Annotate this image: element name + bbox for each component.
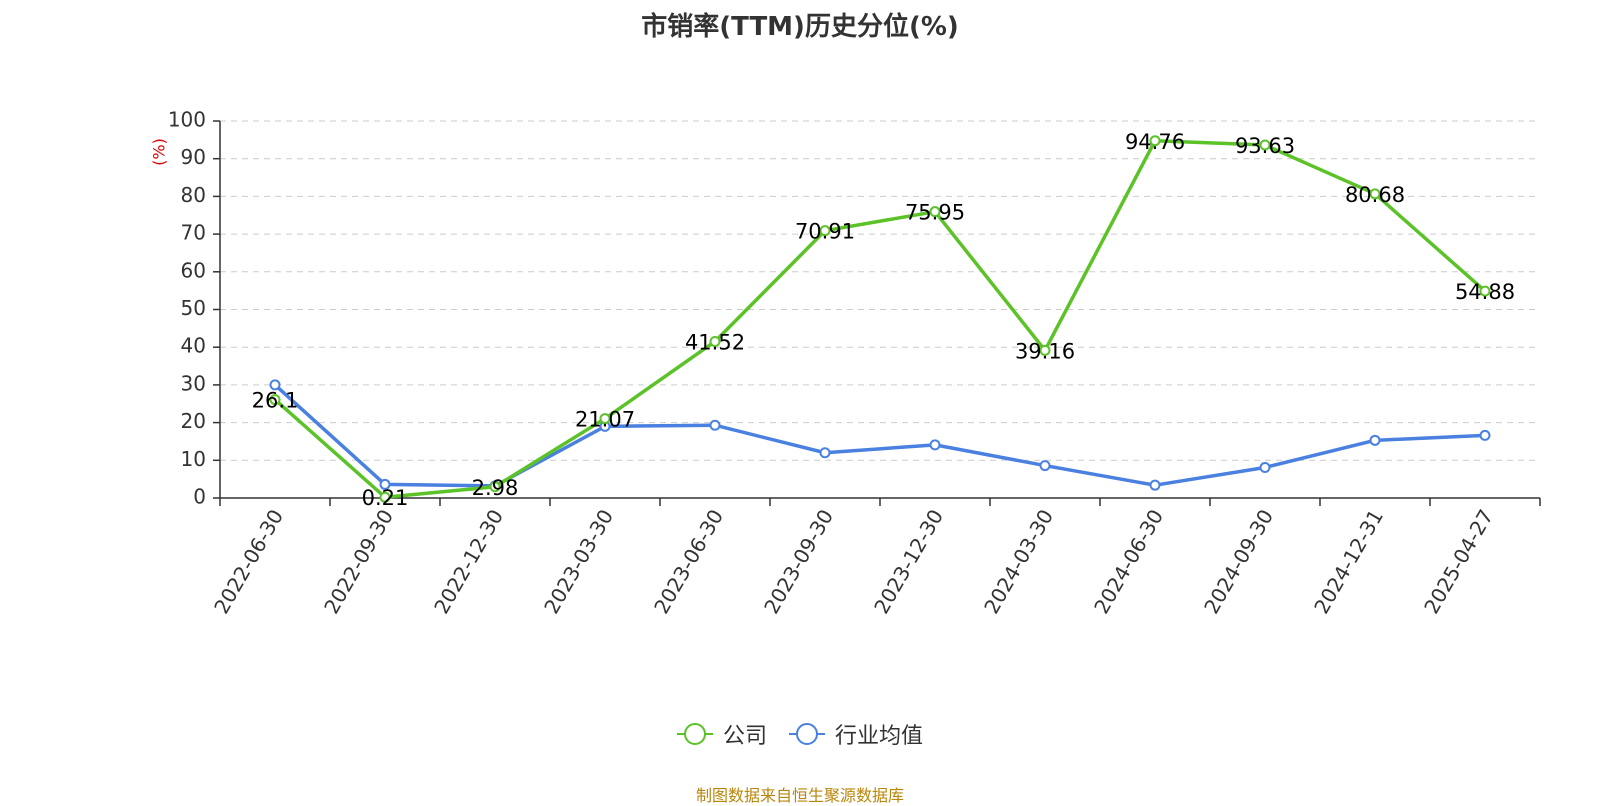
data-point (1369, 188, 1381, 200)
y-tick-label: 80 (181, 183, 206, 207)
data-point (1259, 461, 1271, 473)
data-label: 41.52 (685, 330, 745, 354)
y-tick-label: 50 (181, 296, 206, 320)
data-point (269, 379, 281, 391)
data-point (489, 481, 501, 493)
data-label: 39.16 (1015, 339, 1075, 363)
y-tick-label: 10 (181, 447, 206, 471)
data-point (599, 413, 611, 425)
data-label: 94.76 (1125, 130, 1185, 154)
x-tick-label: 2023-09-30 (759, 505, 838, 618)
x-tick-label: 2024-09-30 (1199, 505, 1278, 618)
data-point (1479, 285, 1491, 297)
y-tick-label: 100 (168, 108, 206, 132)
series-line (273, 139, 1487, 499)
x-tick-label: 2022-12-30 (429, 505, 508, 618)
series-line (273, 383, 1486, 488)
data-point (819, 447, 831, 459)
x-tick-label: 2024-03-30 (979, 505, 1058, 618)
data-point (709, 419, 721, 431)
data-source-note: 制图数据来自恒生聚源数据库 (695, 786, 904, 805)
data-point (929, 206, 941, 218)
x-tick-label: 2024-06-30 (1089, 505, 1168, 618)
x-tick-labels: 2022-06-30 2022-09-30 2022-12-30 2023-03-30… (209, 505, 1498, 618)
data-point (1259, 139, 1271, 151)
data-label: 75.95 (905, 201, 965, 225)
data-point (1369, 434, 1381, 446)
y-tick-label: 70 (181, 221, 206, 245)
data-label: 26.1 (252, 389, 299, 413)
chart-title: 市销率(TTM)历史分位(%) (641, 12, 959, 42)
data-label: 54.88 (1455, 280, 1515, 304)
y-tick-label: 90 (181, 145, 206, 169)
data-point (1039, 460, 1051, 472)
data-point (929, 439, 941, 451)
data-point (709, 335, 721, 347)
data-label: 70.91 (795, 220, 855, 244)
y-tick-label: 40 (181, 334, 206, 358)
data-point (1479, 429, 1491, 441)
legend-label-company: 公司 (722, 724, 767, 749)
axes (213, 120, 1541, 506)
legend-item-industry-average[interactable]: 行业均值 (789, 718, 923, 750)
data-labels: 26.1 0.21 2.98 21.07 41.52 70.91 75.95 39.16 94.… (252, 130, 1515, 510)
data-label: 2.98 (472, 476, 519, 500)
x-tick-label: 2023-12-30 (869, 505, 948, 618)
data-label: 93.63 (1235, 134, 1295, 158)
data-point (1039, 344, 1051, 356)
legend: 公司 行业均值 (0, 718, 1600, 750)
legend-item-company[interactable]: 公司 (676, 718, 767, 750)
y-tick-label: 0 (193, 485, 206, 509)
series-lines (269, 135, 1491, 503)
y-tick-label: 20 (181, 409, 206, 433)
y-tick-label: 60 (181, 258, 206, 282)
x-tick-label: 2022-09-30 (319, 505, 398, 618)
grid-lines (220, 120, 1540, 461)
legend-marker-industry-icon (789, 722, 825, 746)
x-tick-label: 2024-12-31 (1309, 505, 1388, 618)
data-point (819, 225, 831, 237)
data-point (379, 478, 391, 490)
y-tick-labels: 0 10 20 30 40 50 60 70 80 90 100 (168, 108, 206, 509)
x-tick-label: 2025-04-27 (1419, 505, 1498, 618)
x-tick-label: 2022-06-30 (209, 505, 288, 618)
data-point (269, 394, 281, 406)
y-tick-label: 30 (181, 371, 206, 395)
data-point (1149, 479, 1161, 491)
data-label: 80.68 (1345, 183, 1405, 207)
data-point (379, 491, 391, 503)
data-point (1149, 135, 1161, 147)
x-tick-label: 2023-06-30 (649, 505, 728, 618)
y-axis-label: (%) (150, 138, 169, 166)
legend-marker-company-icon (676, 722, 713, 746)
data-label: 21.07 (575, 408, 635, 432)
legend-label-industry-average: 行业均值 (835, 724, 924, 749)
data-label: 0.21 (362, 486, 409, 510)
x-tick-label: 2023-03-30 (539, 505, 618, 618)
